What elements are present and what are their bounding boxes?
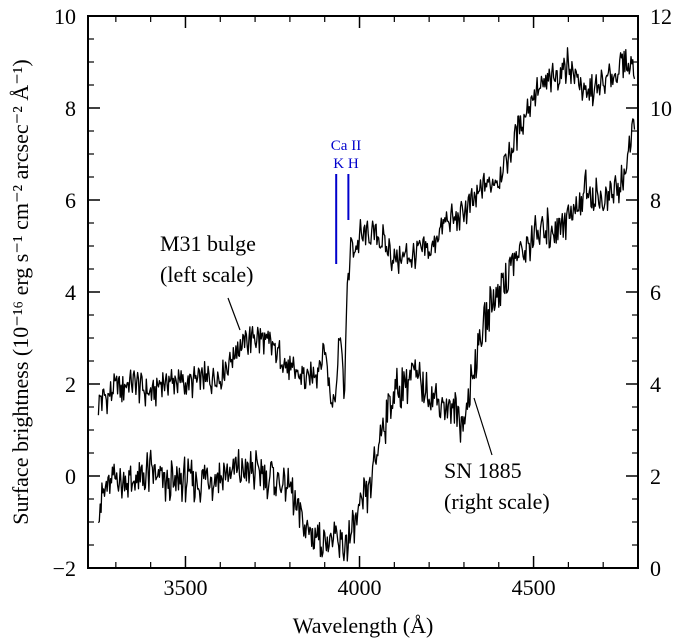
y-right-tick-label: 4 xyxy=(650,372,661,397)
y-left-tick-label: 4 xyxy=(65,280,76,305)
y-left-tick-label: 2 xyxy=(65,372,76,397)
sn-label-line1: SN 1885 xyxy=(444,458,522,483)
y-left-tick-label: −2 xyxy=(53,556,76,581)
series-layer xyxy=(97,47,636,562)
y-left-tick-label: 0 xyxy=(65,464,76,489)
y-left-tick-label: 10 xyxy=(54,4,76,29)
y-left-tick-label: 8 xyxy=(65,96,76,121)
y-axis-title: Surface brightness (10⁻¹⁶ erg s⁻¹ cm⁻² a… xyxy=(8,59,33,524)
series-line-m31-bulge xyxy=(97,47,636,416)
x-axis-title: Wavelength (Å) xyxy=(293,613,434,638)
kh-label: K H xyxy=(333,156,359,172)
sn-label-line2: (right scale) xyxy=(444,489,550,514)
x-axis-ticks: 3500 4000 4500 xyxy=(115,16,604,600)
y-right-tick-label: 2 xyxy=(650,464,661,489)
y-right-tick-label: 8 xyxy=(650,188,661,213)
x-tick-label: 4500 xyxy=(512,575,556,600)
ca-ii-label: Ca II xyxy=(331,138,361,154)
y-right-tick-label: 12 xyxy=(650,4,672,29)
series-line-sn-1885 xyxy=(97,118,636,562)
y-left-tick-label: 6 xyxy=(65,188,76,213)
y-right-tick-label: 0 xyxy=(650,556,661,581)
m31-label-line2: (left scale) xyxy=(160,262,253,287)
m31-label-line1: M31 bulge xyxy=(160,231,256,256)
y-right-tick-label: 10 xyxy=(650,96,672,121)
sn-label-pointer xyxy=(473,397,493,456)
y-right-axis-ticks: 0 2 4 6 8 10 12 xyxy=(626,4,672,581)
y-right-tick-label: 6 xyxy=(650,280,661,305)
x-tick-label: 3500 xyxy=(163,575,207,600)
m31-label-pointer xyxy=(227,297,241,331)
x-tick-label: 4000 xyxy=(338,575,382,600)
y-left-axis-ticks: −2 0 2 4 6 8 10 xyxy=(53,4,100,581)
